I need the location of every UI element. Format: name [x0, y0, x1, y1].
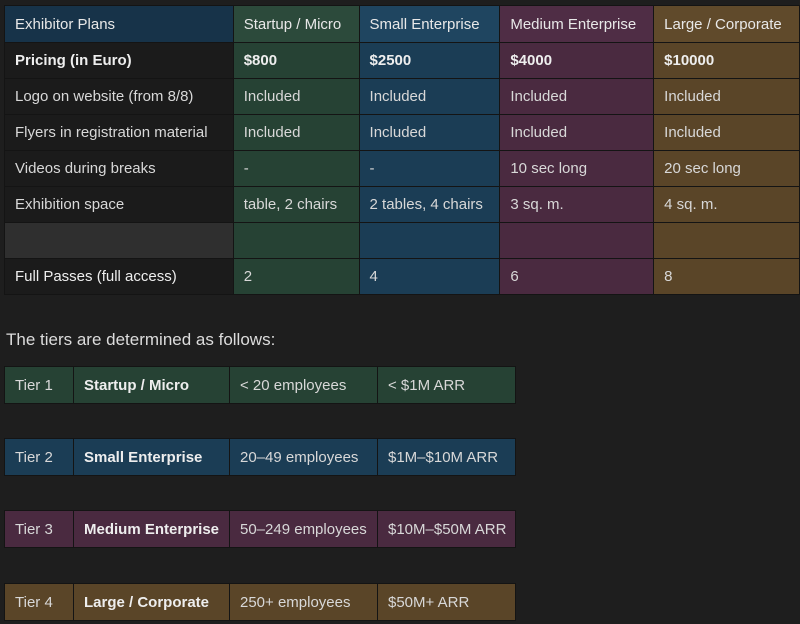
row-label: Videos during breaks — [4, 150, 234, 187]
tier-3-table: Tier 3 Medium Enterprise 50–249 employee… — [4, 510, 516, 548]
plans-header-row: Exhibitor Plans Startup / Micro Small En… — [4, 5, 800, 43]
cell-startup — [232, 222, 360, 259]
tier-name: Medium Enterprise — [73, 510, 230, 548]
videos-row: Videos during breaks - - 10 sec long 20 … — [4, 150, 800, 187]
cell-medium: 6 — [499, 258, 655, 295]
passes-row: Full Passes (full access) 2 4 6 8 — [4, 258, 800, 295]
tier-arr: $1M–$10M ARR — [377, 438, 516, 476]
cell-large: Included — [653, 78, 800, 115]
cell-small: - — [358, 150, 501, 187]
tier-number: Tier 2 — [4, 438, 74, 476]
space-row: Exhibition space table, 2 chairs 2 table… — [4, 186, 800, 223]
row-label: Full Passes (full access) — [4, 258, 234, 295]
cell-small: 2 tables, 4 chairs — [358, 186, 501, 223]
cell-small — [358, 222, 501, 259]
cell-large — [653, 222, 800, 259]
tier-number: Tier 4 — [4, 583, 74, 621]
row-label: Logo on website (from 8/8) — [4, 78, 234, 115]
pricing-row: Pricing (in Euro) $800 $2500 $4000 $1000… — [4, 42, 800, 79]
cell-small: Included — [358, 114, 501, 151]
cell-startup: Included — [232, 78, 360, 115]
tier-row: Tier 2 Small Enterprise 20–49 employees … — [4, 438, 516, 476]
cell-small: 4 — [358, 258, 501, 295]
header-small: Small Enterprise — [358, 5, 501, 43]
tier-employees: 20–49 employees — [229, 438, 378, 476]
cell-large: 4 sq. m. — [653, 186, 800, 223]
tier-name: Large / Corporate — [73, 583, 230, 621]
cell-large: Included — [653, 114, 800, 151]
cell-medium: Included — [499, 78, 655, 115]
logo-row: Logo on website (from 8/8) Included Incl… — [4, 78, 800, 115]
row-label: Exhibition space — [4, 186, 234, 223]
tier-1-table: Tier 1 Startup / Micro < 20 employees < … — [4, 366, 516, 404]
cell-medium: $4000 — [499, 42, 655, 79]
cell-startup: - — [232, 150, 360, 187]
tier-row: Tier 3 Medium Enterprise 50–249 employee… — [4, 510, 516, 548]
row-label: Pricing (in Euro) — [4, 42, 234, 79]
cell-startup: $800 — [232, 42, 360, 79]
tier-employees: 50–249 employees — [229, 510, 378, 548]
cell-startup: table, 2 chairs — [232, 186, 360, 223]
tier-arr: $10M–$50M ARR — [377, 510, 516, 548]
cell-medium: 3 sq. m. — [499, 186, 655, 223]
tier-employees: 250+ employees — [229, 583, 378, 621]
blank-row — [4, 222, 800, 259]
tier-row: Tier 1 Startup / Micro < 20 employees < … — [4, 366, 516, 404]
flyers-row: Flyers in registration material Included… — [4, 114, 800, 151]
header-startup: Startup / Micro — [232, 5, 360, 43]
tier-arr: $50M+ ARR — [377, 583, 516, 621]
tier-number: Tier 3 — [4, 510, 74, 548]
tier-arr: < $1M ARR — [377, 366, 516, 404]
cell-medium: 10 sec long — [499, 150, 655, 187]
cell-startup: Included — [232, 114, 360, 151]
tiers-intro-text: The tiers are determined as follows: — [6, 330, 276, 349]
cell-large: $10000 — [653, 42, 800, 79]
tier-employees: < 20 employees — [229, 366, 378, 404]
tier-row: Tier 4 Large / Corporate 250+ employees … — [4, 583, 516, 621]
tier-name: Startup / Micro — [73, 366, 230, 404]
row-label — [4, 222, 234, 259]
cell-small: $2500 — [358, 42, 501, 79]
cell-small: Included — [358, 78, 501, 115]
header-large: Large / Corporate — [653, 5, 800, 43]
header-medium: Medium Enterprise — [499, 5, 655, 43]
tier-2-table: Tier 2 Small Enterprise 20–49 employees … — [4, 438, 516, 476]
header-plans: Exhibitor Plans — [4, 5, 234, 43]
exhibitor-plans-table: Exhibitor Plans Startup / Micro Small En… — [4, 5, 800, 295]
cell-medium: Included — [499, 114, 655, 151]
tier-name: Small Enterprise — [73, 438, 230, 476]
row-label: Flyers in registration material — [4, 114, 234, 151]
cell-startup: 2 — [232, 258, 360, 295]
cell-medium — [499, 222, 655, 259]
cell-large: 20 sec long — [653, 150, 800, 187]
tier-4-table: Tier 4 Large / Corporate 250+ employees … — [4, 583, 516, 621]
tier-number: Tier 1 — [4, 366, 74, 404]
cell-large: 8 — [653, 258, 800, 295]
